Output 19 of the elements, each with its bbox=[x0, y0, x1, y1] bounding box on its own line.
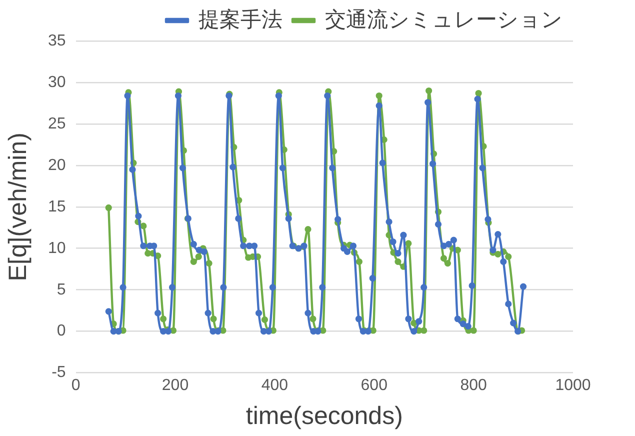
y-tick-label: 25 bbox=[48, 115, 66, 132]
x-axis-title: time(seconds) bbox=[246, 402, 403, 430]
y-tick-label: 15 bbox=[48, 198, 66, 216]
x-tick-label: 0 bbox=[71, 376, 80, 394]
x-tick-label: 1000 bbox=[555, 376, 591, 394]
x-tick-label: 800 bbox=[460, 376, 488, 394]
x-tick-label: 600 bbox=[360, 376, 388, 394]
x-tick-label: 200 bbox=[162, 376, 189, 394]
y-tick-label: 5 bbox=[56, 281, 66, 298]
y-tick-label: 10 bbox=[48, 240, 66, 257]
legend-label: 交通流シミュレーション bbox=[325, 8, 563, 32]
y-tick-label: 35 bbox=[48, 32, 66, 50]
x-tick-label: 400 bbox=[261, 376, 288, 394]
y-tick-label: 0 bbox=[56, 322, 66, 340]
legend-label: 提案手法 bbox=[198, 7, 282, 32]
y-tick-label: -5 bbox=[52, 364, 66, 382]
y-tick-label: 20 bbox=[48, 156, 66, 174]
y-axis-title: E[q](veh/min) bbox=[4, 132, 32, 282]
y-tick-label: 30 bbox=[48, 74, 66, 91]
